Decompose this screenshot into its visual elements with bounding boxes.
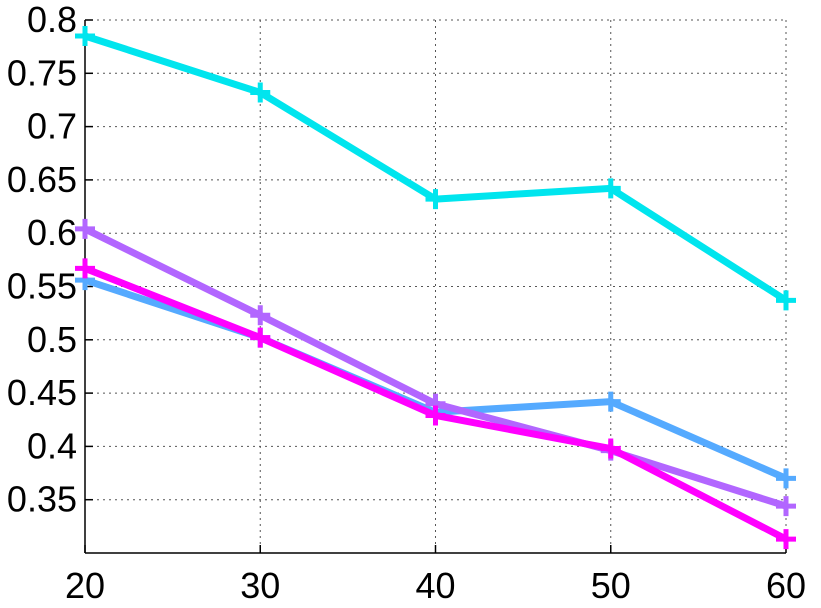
y-tick-label: 0.55 [7, 266, 77, 307]
data-point [600, 178, 621, 199]
data-point [425, 189, 446, 210]
data-point [250, 327, 271, 348]
data-point [776, 290, 796, 311]
data-point [776, 496, 796, 517]
tick-labels: 20 30 40 50 60 0.35 0.4 0.45 0.5 0.55 0.6 0.65 0.7 0.… [7, 0, 806, 606]
y-tick-label: 0.75 [7, 52, 77, 93]
y-tick-label: 0.6 [27, 212, 77, 253]
y-tick-label: 0.8 [27, 0, 77, 40]
x-tick-label: 20 [65, 565, 105, 606]
data-point [75, 25, 95, 46]
series-1 [75, 25, 796, 311]
data-point [776, 468, 796, 489]
x-tick-label: 40 [415, 565, 455, 606]
x-tick-label: 50 [591, 565, 631, 606]
data-point [600, 438, 621, 459]
y-tick-label: 0.4 [27, 425, 77, 466]
y-tick-label: 0.35 [7, 479, 77, 520]
x-tick-label: 30 [240, 565, 280, 606]
data-point [75, 218, 95, 239]
x-tick-label: 60 [766, 565, 806, 606]
data-point [600, 391, 621, 412]
data-point [425, 405, 446, 426]
y-tick-label: 0.45 [7, 372, 77, 413]
series-group [75, 25, 796, 550]
y-tick-label: 0.65 [7, 159, 77, 200]
data-point [250, 305, 271, 326]
series-4 [75, 258, 796, 550]
y-tick-label: 0.5 [27, 319, 77, 360]
data-point [776, 529, 796, 550]
y-tick-label: 0.7 [27, 106, 77, 147]
data-point [75, 258, 95, 279]
data-point [250, 82, 271, 103]
